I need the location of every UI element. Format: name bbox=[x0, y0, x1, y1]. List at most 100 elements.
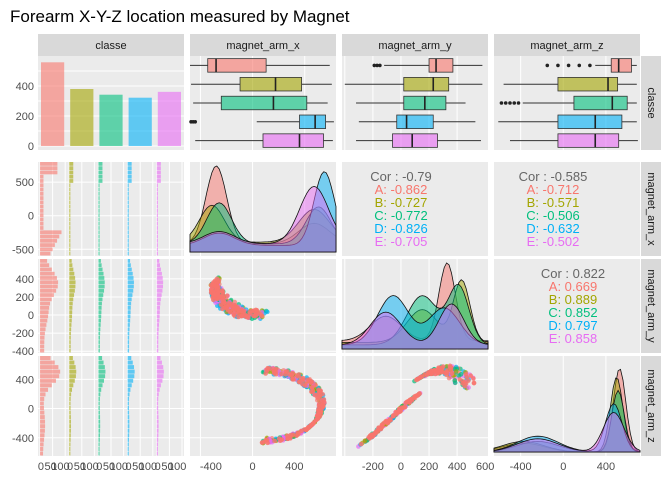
histogram-bar bbox=[40, 196, 44, 200]
boxplot-box bbox=[207, 58, 267, 73]
histogram-bar bbox=[98, 365, 105, 370]
y-axis-tick-label: 500 bbox=[16, 177, 34, 189]
histogram-bar bbox=[156, 187, 158, 192]
correlation-by-class: D: -0.632 bbox=[526, 221, 579, 236]
x-axis-tick-label: 50 bbox=[45, 461, 57, 473]
histogram-bar bbox=[127, 243, 129, 247]
histogram-bar bbox=[40, 437, 45, 442]
scatter-point bbox=[285, 436, 290, 442]
scatter-point bbox=[233, 305, 239, 310]
histogram-bar bbox=[156, 297, 161, 302]
scatter-point bbox=[211, 290, 216, 296]
histogram-bar bbox=[156, 179, 161, 183]
class-count-bar bbox=[128, 97, 152, 146]
histogram-bar bbox=[127, 327, 130, 332]
histogram-bar bbox=[156, 162, 161, 166]
histogram-bar bbox=[156, 301, 161, 306]
histogram-bar bbox=[40, 344, 45, 349]
histogram-bar bbox=[98, 323, 101, 327]
histogram-bar bbox=[69, 428, 71, 433]
scatter-point bbox=[225, 293, 230, 298]
histogram-bar bbox=[98, 234, 100, 239]
histogram-bar bbox=[156, 174, 161, 179]
y-axis-tick-label: 0 bbox=[28, 310, 34, 322]
histogram-bar bbox=[156, 230, 158, 235]
x-axis-tick-label: -400 bbox=[510, 461, 532, 473]
histogram-bar bbox=[40, 318, 48, 323]
histogram-bar bbox=[98, 310, 102, 315]
scatter-point bbox=[464, 374, 470, 380]
scatter-point bbox=[317, 408, 322, 413]
correlation-overall: Cor : 0.822 bbox=[541, 266, 605, 281]
scatter-point bbox=[227, 309, 233, 315]
histogram-bar bbox=[127, 276, 134, 280]
histogram-bar bbox=[69, 335, 71, 340]
scatter-point bbox=[436, 367, 441, 373]
correlation-by-class: C: 0.852 bbox=[548, 305, 597, 320]
histogram-bar bbox=[40, 442, 44, 447]
histogram-bar bbox=[127, 179, 132, 183]
histogram-bar bbox=[127, 340, 130, 344]
histogram-bar bbox=[69, 174, 74, 179]
x-axis-tick-label: 50 bbox=[74, 461, 86, 473]
histogram-bar bbox=[69, 424, 71, 429]
histogram-bar bbox=[40, 288, 57, 293]
histogram-bar bbox=[127, 451, 129, 456]
scatter-point bbox=[313, 382, 318, 388]
histogram-bar bbox=[156, 183, 158, 188]
histogram-bar bbox=[127, 251, 129, 256]
histogram-bar bbox=[156, 217, 158, 222]
histogram-bar bbox=[156, 226, 158, 230]
histogram-bar bbox=[98, 406, 100, 411]
histogram-bar bbox=[156, 323, 160, 327]
histogram-bar bbox=[40, 238, 58, 243]
scatter-point bbox=[444, 370, 450, 375]
row-strip-label: magnet_arm_y bbox=[645, 269, 657, 343]
histogram-bar bbox=[40, 217, 44, 222]
histogram-bar bbox=[40, 410, 45, 415]
histogram-bar bbox=[69, 271, 75, 276]
histogram-bar bbox=[98, 238, 100, 243]
boxplot-outlier bbox=[516, 101, 521, 105]
scatter-point bbox=[458, 372, 464, 377]
histogram-bar bbox=[98, 446, 100, 451]
histogram-bar bbox=[98, 442, 100, 447]
histogram-bar bbox=[127, 331, 130, 336]
column-strip bbox=[342, 34, 488, 56]
histogram-bar bbox=[69, 437, 71, 442]
x-axis-tick-label: 100 bbox=[110, 461, 128, 473]
histogram-bar bbox=[69, 348, 71, 353]
histogram-bar bbox=[69, 297, 74, 302]
histogram-bar bbox=[98, 230, 100, 235]
row-strip bbox=[641, 356, 661, 456]
correlation-by-class: A: -0.862 bbox=[375, 182, 428, 197]
histogram-bar bbox=[127, 419, 130, 424]
histogram-bar bbox=[156, 271, 162, 276]
histogram-bar bbox=[40, 263, 50, 268]
y-axis-tick-label: 200 bbox=[16, 111, 34, 123]
histogram-bar bbox=[127, 446, 129, 451]
scatter-point bbox=[416, 391, 422, 397]
histogram-bar bbox=[40, 356, 51, 361]
histogram-bar bbox=[127, 335, 130, 340]
histogram-bar bbox=[69, 392, 72, 397]
histogram-bar bbox=[40, 166, 58, 171]
boxplot-box bbox=[557, 133, 620, 148]
histogram-bar bbox=[69, 162, 74, 166]
histogram-bar bbox=[156, 170, 161, 175]
boxplot-box bbox=[557, 77, 619, 92]
class-count-bar bbox=[41, 62, 65, 146]
histogram-bar bbox=[69, 196, 71, 200]
histogram-bar bbox=[98, 259, 101, 263]
histogram-bar bbox=[69, 187, 71, 192]
y-axis-tick-label: 400 bbox=[16, 374, 34, 386]
histogram-bar bbox=[127, 217, 129, 222]
panel-background bbox=[494, 259, 640, 353]
histogram-bar bbox=[69, 204, 71, 209]
scatter-point bbox=[387, 417, 393, 422]
histogram-bar bbox=[40, 293, 54, 297]
histogram-bar bbox=[40, 335, 45, 340]
correlation-by-class: D: 0.797 bbox=[548, 318, 597, 333]
column-strip-label: magnet_arm_x bbox=[226, 40, 300, 52]
scatter-point bbox=[462, 383, 467, 389]
